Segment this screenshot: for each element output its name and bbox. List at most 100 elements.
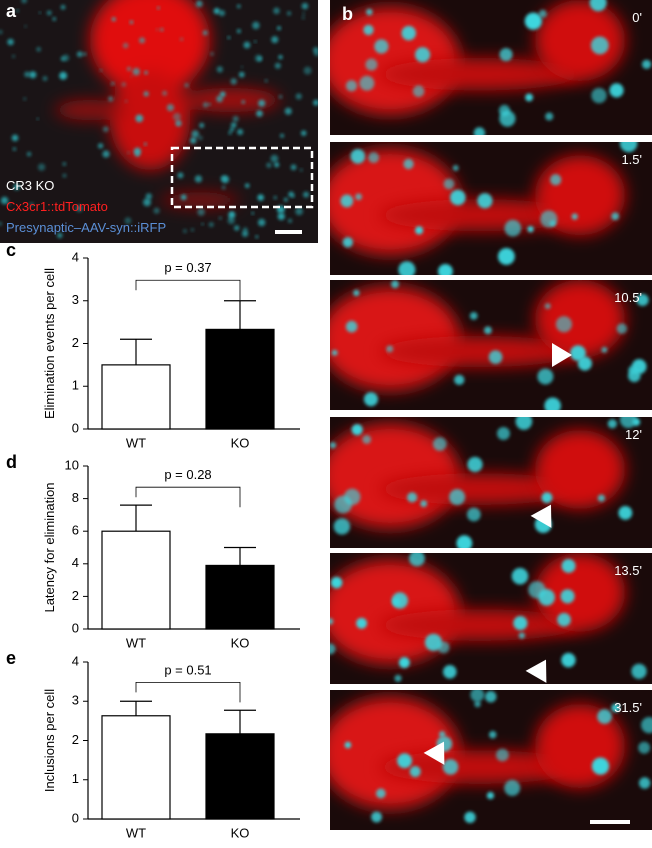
punctum bbox=[343, 488, 361, 506]
punctum bbox=[102, 150, 110, 158]
y-tick-label: 4 bbox=[72, 555, 79, 570]
punctum bbox=[467, 456, 483, 473]
microglia bbox=[55, 0, 280, 208]
punctum bbox=[375, 788, 386, 799]
punctum bbox=[166, 104, 175, 112]
bar bbox=[205, 328, 275, 430]
time-label: 13.5' bbox=[614, 563, 642, 578]
time-label: 10.5' bbox=[614, 290, 642, 305]
punctum bbox=[283, 197, 288, 202]
punctum bbox=[111, 17, 116, 22]
punctum bbox=[75, 204, 83, 212]
punctum bbox=[190, 228, 194, 232]
punctum bbox=[499, 110, 516, 127]
punctum bbox=[513, 616, 528, 631]
punctum bbox=[160, 28, 164, 32]
microglia bbox=[535, 553, 625, 632]
punctum bbox=[0, 29, 3, 35]
punctum bbox=[486, 791, 495, 800]
bar bbox=[101, 364, 171, 430]
time-label: 1.5' bbox=[621, 152, 642, 167]
micrograph-a bbox=[0, 0, 318, 243]
punctum bbox=[589, 0, 607, 12]
punctum bbox=[175, 119, 182, 127]
punctum bbox=[198, 135, 203, 141]
bar bbox=[205, 733, 275, 820]
punctum bbox=[363, 392, 379, 407]
punctum bbox=[638, 777, 651, 789]
punctum bbox=[236, 4, 241, 9]
punctum bbox=[300, 130, 307, 136]
punctum bbox=[60, 56, 66, 62]
punctum bbox=[254, 54, 263, 62]
punctum bbox=[544, 303, 551, 310]
punctum bbox=[312, 47, 318, 53]
punctum bbox=[515, 417, 533, 430]
punctum bbox=[638, 741, 651, 754]
arrowhead bbox=[530, 504, 552, 528]
punctum bbox=[199, 122, 205, 128]
x-tick-label: KO bbox=[231, 635, 250, 650]
punctum bbox=[273, 196, 277, 200]
bracket bbox=[135, 279, 241, 301]
punctum bbox=[350, 149, 366, 164]
punctum bbox=[597, 709, 612, 724]
punctum bbox=[278, 55, 283, 60]
punctum bbox=[342, 237, 354, 248]
punctum bbox=[227, 36, 231, 39]
punctum bbox=[477, 193, 493, 209]
punctum bbox=[46, 10, 52, 16]
punctum bbox=[409, 553, 425, 567]
punctum bbox=[550, 174, 562, 186]
punctum bbox=[540, 210, 558, 228]
punctum bbox=[135, 114, 144, 123]
punctum bbox=[26, 151, 32, 157]
punctum bbox=[452, 164, 459, 172]
punctum bbox=[129, 20, 134, 24]
punctum bbox=[143, 198, 151, 207]
punctum bbox=[243, 41, 251, 49]
punctum bbox=[251, 211, 255, 215]
y-tick-label: 3 bbox=[72, 693, 79, 708]
microglia bbox=[535, 430, 625, 509]
panel-label: e bbox=[6, 648, 16, 668]
punctum bbox=[288, 191, 295, 198]
punctum bbox=[391, 592, 409, 609]
punctum bbox=[313, 99, 318, 106]
punctum bbox=[432, 437, 447, 451]
x-tick-label: WT bbox=[126, 825, 146, 840]
punctum bbox=[497, 247, 515, 265]
punctum bbox=[345, 80, 358, 92]
punctum bbox=[111, 82, 115, 86]
punctum bbox=[355, 193, 363, 201]
arrowhead bbox=[423, 741, 445, 765]
punctum bbox=[641, 59, 652, 70]
punctum bbox=[333, 518, 351, 535]
punctum bbox=[495, 748, 509, 762]
punctum bbox=[7, 202, 11, 206]
p-value: p = 0.28 bbox=[164, 467, 211, 482]
punctum bbox=[470, 690, 485, 702]
punctum bbox=[203, 102, 209, 108]
punctum bbox=[38, 11, 41, 14]
punctum bbox=[544, 397, 561, 410]
y-tick-label: 3 bbox=[72, 292, 79, 307]
frame-content bbox=[330, 553, 652, 684]
punctum bbox=[143, 142, 147, 146]
punctum bbox=[208, 103, 211, 106]
punctum bbox=[255, 235, 259, 239]
y-tick-label: 6 bbox=[72, 523, 79, 538]
time-label: 31.5' bbox=[614, 700, 642, 715]
bar bbox=[205, 564, 275, 630]
punctum bbox=[195, 0, 203, 8]
punctum bbox=[557, 612, 571, 627]
punctum bbox=[57, 232, 63, 239]
frame-content bbox=[330, 0, 652, 135]
punctum bbox=[233, 225, 240, 231]
punctum bbox=[21, 0, 28, 4]
punctum bbox=[76, 51, 83, 58]
punctum bbox=[60, 4, 66, 10]
label-genotype: CR3 KO bbox=[6, 178, 54, 193]
punctum bbox=[189, 137, 197, 144]
punctum bbox=[330, 442, 337, 449]
